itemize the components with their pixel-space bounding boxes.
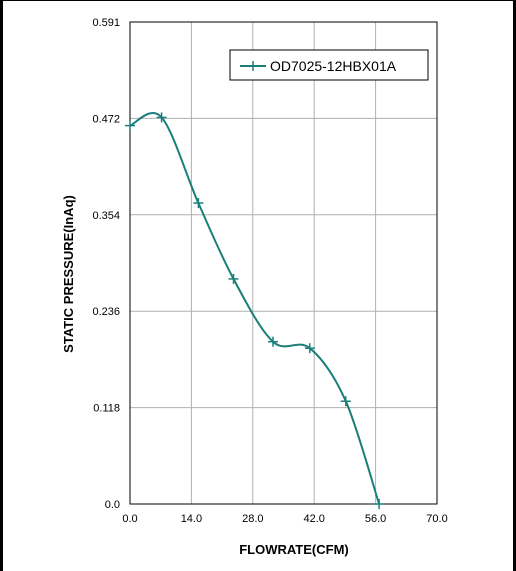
y-tick-label: 0.354: [92, 210, 120, 222]
x-axis-title: FLOWRATE(CFM): [239, 542, 349, 557]
data-point: [267, 336, 278, 347]
x-tick-label: 70.0: [426, 513, 447, 525]
series-line: [129, 112, 381, 505]
y-tick-label: 0.0: [105, 499, 120, 511]
y-tick-label: 0.591: [92, 17, 120, 29]
x-tick-label: 14.0: [181, 513, 202, 525]
legend: OD7025-12HBX01A: [229, 49, 429, 81]
x-tick-label: 28.0: [242, 513, 263, 525]
y-axis-title: STATIC PRESSURE(InAq): [61, 195, 76, 353]
grid: [130, 22, 437, 504]
y-tick-label: 0.118: [93, 403, 120, 415]
x-tick-labels: 0.0 14.0 28.0 42.0 56.0 70.0: [122, 513, 447, 525]
y-tick-label: 0.472: [92, 113, 120, 125]
y-tick-labels: 0.0 0.118 0.236 0.354 0.472 0.591: [92, 17, 120, 511]
data-point: [304, 343, 315, 354]
plot-area: [129, 21, 438, 505]
legend-label: OD7025-12HBX01A: [270, 58, 397, 74]
x-tick-label: 0.0: [122, 513, 137, 525]
y-tick-label: 0.236: [92, 306, 120, 318]
data-point: [193, 198, 204, 209]
data-point: [156, 112, 167, 123]
data-point: [340, 396, 351, 407]
x-tick-label: 42.0: [303, 513, 324, 525]
x-tick-label: 56.0: [365, 513, 386, 525]
data-point: [228, 273, 239, 284]
data-point: [374, 499, 385, 509]
data-point: [125, 120, 135, 131]
series-markers: [125, 112, 385, 509]
